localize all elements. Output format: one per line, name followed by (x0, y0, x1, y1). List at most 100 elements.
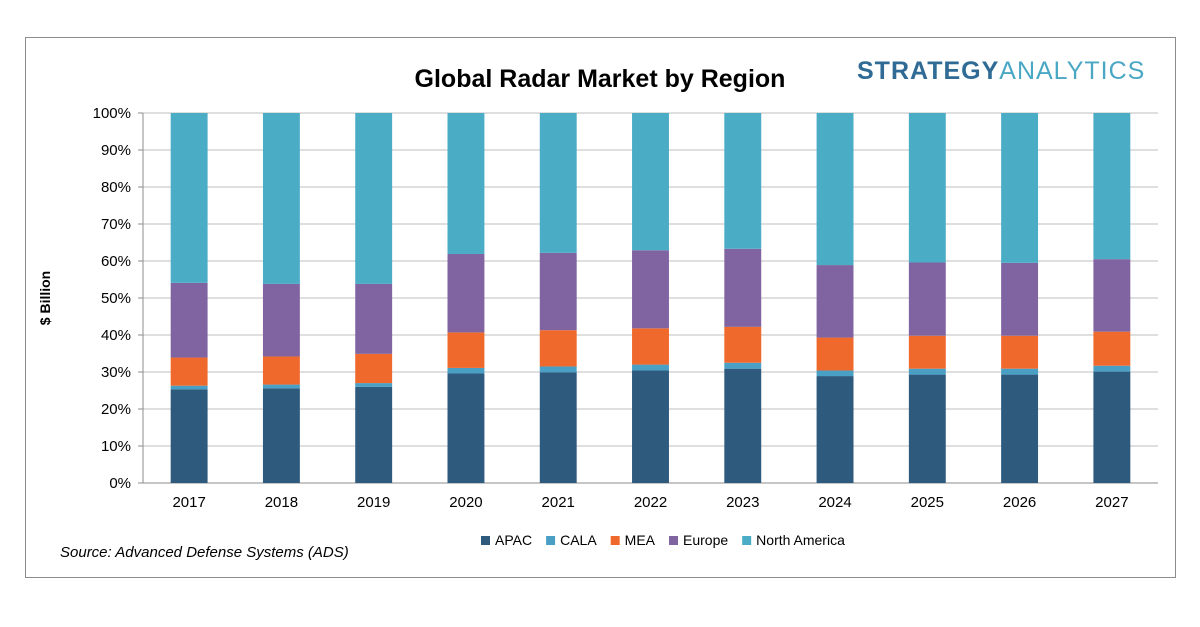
bar-stack-2025 (908, 113, 946, 483)
legend-swatch (481, 536, 490, 545)
bar-segment-north-america (1001, 113, 1039, 263)
y-tick-label: 90% (101, 142, 131, 159)
brand-strategy: STRATEGY (857, 57, 999, 85)
x-tick-label: 2027 (1095, 494, 1128, 511)
bar-segment-apac (632, 370, 669, 483)
bar-segment-mea (539, 330, 577, 367)
bar-segment-europe (262, 283, 300, 357)
bar-segment-cala (1001, 368, 1039, 375)
bar-segment-europe (1001, 262, 1039, 336)
bar-segment-apac (908, 374, 946, 483)
legend-swatch (669, 536, 679, 545)
bar-segment-europe (724, 248, 762, 327)
bar-segment-north-america (262, 113, 300, 284)
bar-segment-cala (170, 385, 208, 390)
bar-segment-europe (355, 283, 393, 354)
bar-segment-apac (539, 372, 577, 483)
x-tick-label: 2024 (818, 494, 851, 511)
x-tick-label: 2017 (172, 494, 205, 511)
bar-segment-apac (447, 373, 485, 483)
bar-segment-mea (816, 337, 854, 371)
bar-segment-cala (724, 362, 762, 369)
bar-segment-mea (262, 356, 300, 385)
legend-label: Europe (683, 532, 728, 548)
bar-segment-north-america (1093, 113, 1131, 260)
bar-segment-cala (355, 383, 393, 387)
legend-swatch (610, 536, 620, 545)
x-tick-label: 2025 (911, 494, 944, 511)
brand-analytics: ANALYTICS (999, 57, 1145, 85)
legend-item-north-america: North America (742, 532, 845, 548)
bar-segment-europe (170, 282, 208, 358)
bar-stack-2022 (632, 113, 669, 483)
bar-stack-2018 (262, 113, 300, 483)
x-tick-label: 2020 (449, 494, 482, 511)
bar-stack-2017 (170, 113, 208, 483)
legend-label: North America (756, 532, 845, 548)
x-tick-label: 2021 (542, 494, 575, 511)
y-tick-label: 70% (101, 216, 131, 233)
bar-stack-2023 (724, 113, 762, 483)
bar-segment-europe (447, 253, 485, 333)
bar-segment-apac (170, 389, 208, 483)
bar-stack-2027 (1093, 113, 1131, 483)
y-tick-label: 60% (101, 253, 131, 270)
brand-logo: STRATEGYANALYTICS (857, 57, 1145, 85)
bar-segment-north-america (908, 113, 946, 263)
bar-segment-mea (355, 353, 393, 384)
bar-segment-mea (1001, 335, 1039, 369)
bar-segment-europe (632, 250, 669, 329)
y-tick-label: 40% (101, 327, 131, 344)
bar-segment-mea (632, 328, 669, 365)
bar-segment-cala (262, 384, 300, 389)
bar-segment-mea (447, 332, 485, 368)
bar-stack-2026 (1001, 113, 1039, 483)
y-tick-label: 30% (101, 364, 131, 381)
x-axis-ticks: 2017 2018 2019 2020 2021 2022 2023 2024 2025 2026… (172, 494, 1128, 511)
bar-segment-europe (816, 265, 854, 338)
bar-segment-mea (908, 335, 946, 369)
bar-stack-2020 (447, 113, 485, 483)
bar-segment-cala (908, 368, 946, 375)
chart-title: Global Radar Market by Region (415, 65, 786, 93)
legend: APAC CALA MEA Europe North America (481, 532, 845, 548)
bar-segment-apac (262, 388, 300, 483)
bar-stack-2021 (539, 113, 577, 483)
y-tick-label: 80% (101, 179, 131, 196)
bar-segment-apac (1001, 374, 1039, 483)
chart-frame (25, 37, 1176, 578)
bar-segment-apac (816, 376, 854, 483)
y-tick-label: 0% (109, 475, 131, 492)
y-tick-label: 10% (101, 438, 131, 455)
legend-label: MEA (625, 532, 656, 548)
bar-segment-north-america (447, 113, 485, 254)
bars (170, 113, 1131, 483)
bar-segment-cala (1093, 365, 1131, 372)
legend-label: CALA (560, 532, 597, 548)
bar-segment-cala (447, 367, 485, 374)
y-tick-label: 100% (93, 105, 131, 122)
y-tick-label: 50% (101, 290, 131, 307)
bar-segment-north-america (539, 113, 577, 253)
x-tick-label: 2022 (634, 494, 667, 511)
bar-segment-north-america (632, 113, 669, 251)
bar-segment-north-america (170, 113, 208, 283)
bar-segment-europe (908, 262, 946, 336)
legend-item-mea: MEA (610, 532, 656, 548)
x-tick-label: 2019 (357, 494, 390, 511)
bar-stack-2024 (816, 113, 854, 483)
y-axis-ticks: 0% 10% 20% 30% 40% 50% 60% 70% 80% 90% 100% (93, 105, 131, 492)
bar-segment-north-america (724, 113, 762, 249)
bar-segment-apac (1093, 371, 1131, 483)
bar-segment-apac (724, 368, 762, 483)
legend-item-cala: CALA (546, 532, 597, 548)
y-axis-label: $ Billion (37, 271, 53, 325)
x-tick-label: 2023 (726, 494, 759, 511)
source-note: Source: Advanced Defense Systems (ADS) (60, 544, 349, 561)
legend-label: APAC (495, 532, 532, 548)
legend-swatch (546, 536, 556, 545)
bar-segment-apac (355, 386, 393, 483)
bar-segment-mea (170, 357, 208, 386)
bar-segment-cala (539, 366, 577, 373)
